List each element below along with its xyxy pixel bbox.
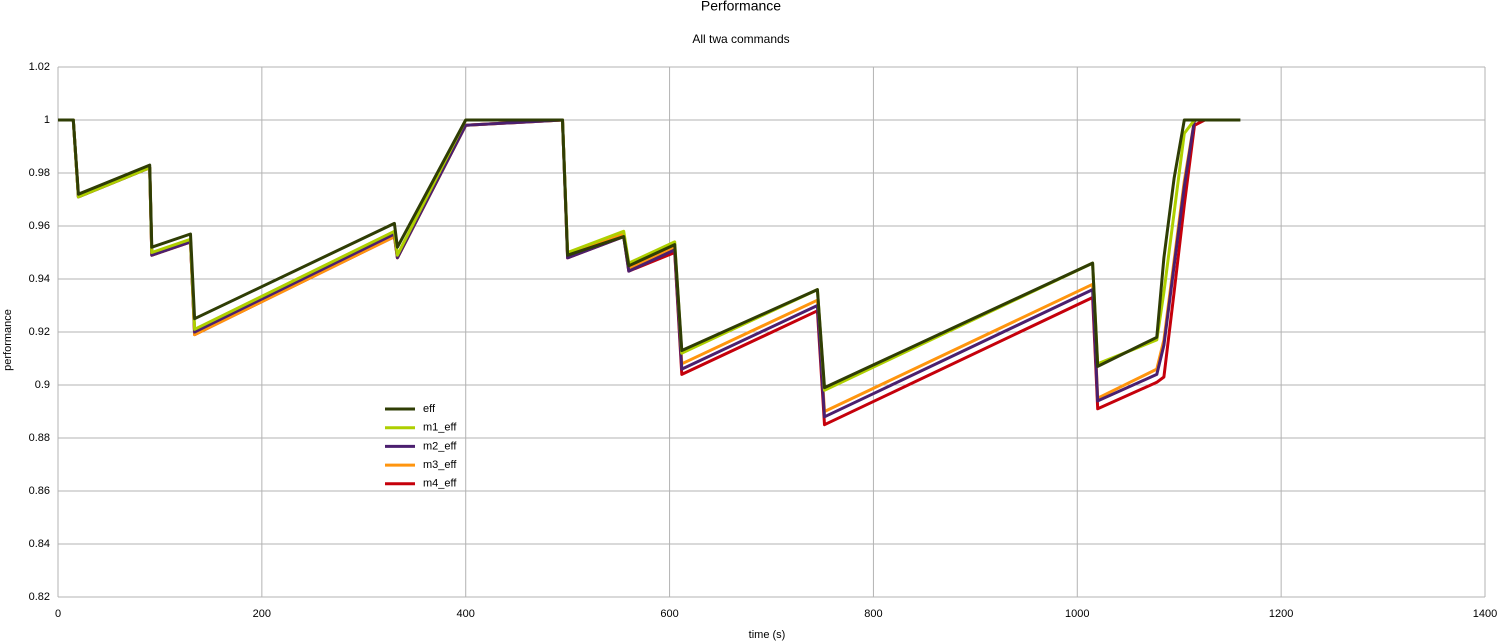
chart-subtitle: All twa commands <box>692 32 789 46</box>
x-tick-label: 600 <box>660 608 678 620</box>
y-tick-label: 0.86 <box>29 485 50 497</box>
legend-label: m3_eff <box>423 459 457 471</box>
x-tick-label: 1400 <box>1473 608 1497 620</box>
x-tick-label: 800 <box>864 608 882 620</box>
x-axis-title: time (s) <box>749 629 786 641</box>
y-tick-label: 0.96 <box>29 220 50 232</box>
y-tick-label: 0.92 <box>29 326 50 338</box>
y-tick-label: 1.02 <box>29 61 50 73</box>
x-tick-label: 400 <box>457 608 475 620</box>
x-tick-label: 1200 <box>1269 608 1293 620</box>
series-line <box>58 118 1206 427</box>
x-tick-label: 0 <box>55 608 61 620</box>
y-tick-label: 0.84 <box>29 538 50 550</box>
x-tick-label: 200 <box>253 608 271 620</box>
legend-label: eff <box>423 403 436 415</box>
legend-label: m2_eff <box>423 440 457 452</box>
chart-title: Performance <box>701 0 781 14</box>
series-line <box>58 118 1205 419</box>
series-line <box>58 118 1241 390</box>
y-axis-title: performance <box>2 309 14 371</box>
x-tick-label: 1000 <box>1065 608 1089 620</box>
y-tick-label: 0.9 <box>35 379 50 391</box>
y-tick-label: 0.82 <box>29 591 50 603</box>
legend-label: m1_eff <box>423 422 457 434</box>
series-line <box>58 118 1205 392</box>
y-tick-label: 0.94 <box>29 273 50 285</box>
y-tick-label: 0.88 <box>29 432 50 444</box>
y-tick-label: 0.98 <box>29 167 50 179</box>
legend-label: m4_eff <box>423 478 457 490</box>
y-tick-label: 1 <box>44 114 50 126</box>
